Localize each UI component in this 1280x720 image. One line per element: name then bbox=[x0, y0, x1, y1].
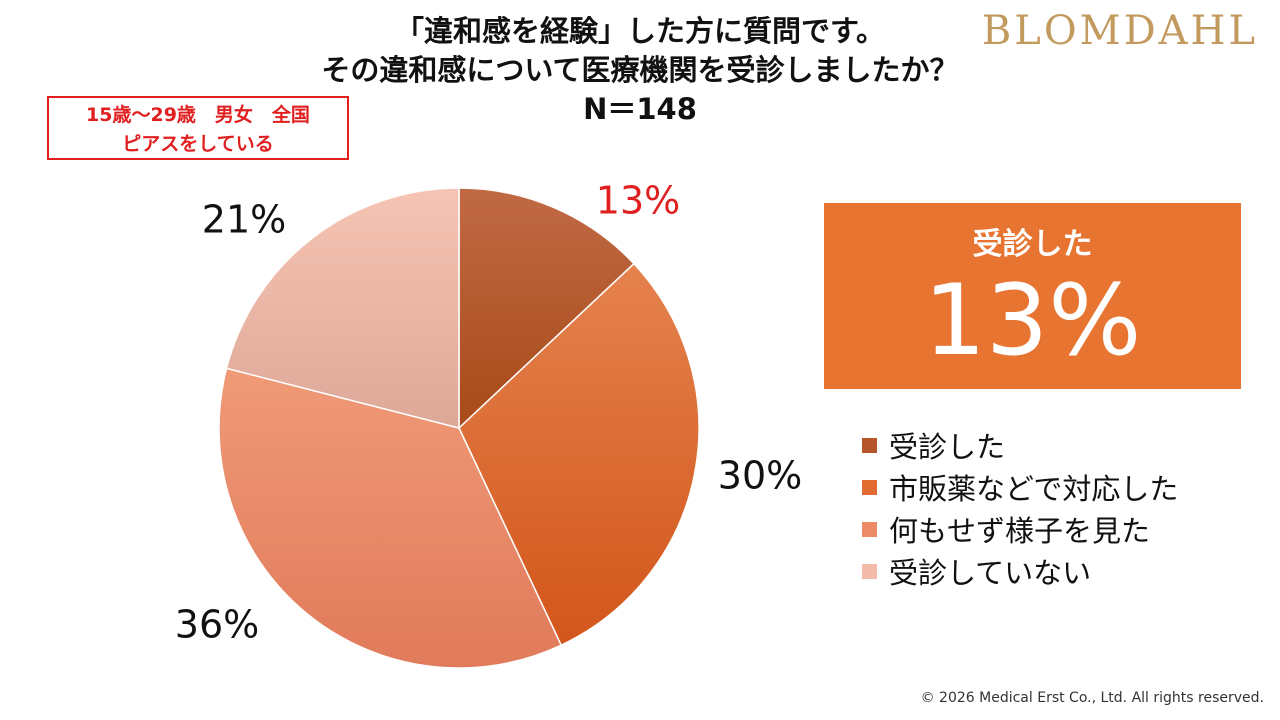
legend: 受診した 市販薬などで対応した 何もせず様子を見た 受診していない bbox=[862, 424, 1178, 592]
legend-item: 何もせず様子を見た bbox=[862, 508, 1178, 550]
pie-slice-label: 13% bbox=[596, 179, 680, 223]
copyright-notice: © 2026 Medical Erst Co., Ltd. All rights… bbox=[920, 690, 1264, 706]
title-line-2: その違和感について医療機関を受診しましたか？ bbox=[321, 53, 959, 87]
target-line-2: ピアスをしている bbox=[122, 133, 274, 155]
legend-swatch bbox=[862, 437, 877, 453]
legend-label: 受診していない bbox=[889, 556, 1092, 590]
pie-labels: 13% 30% 36% 21% bbox=[175, 179, 802, 647]
pie-slice-label: 36% bbox=[175, 603, 259, 647]
pie-slice-label: 21% bbox=[202, 198, 286, 242]
legend-label: 何もせず様子を見た bbox=[889, 514, 1151, 548]
pie-slice bbox=[458, 262, 700, 647]
pie-slice bbox=[458, 187, 636, 430]
legend-item: 受診していない bbox=[862, 550, 1178, 592]
legend-label: 市販薬などで対応した bbox=[889, 472, 1179, 506]
legend-swatch bbox=[862, 563, 877, 579]
brand-logo: BLOMDAHL bbox=[981, 8, 1258, 54]
highlight-caption: 受診した bbox=[972, 227, 1093, 262]
target-audience-box: 15歳～29歳 男女 全国 ピアスをしている bbox=[47, 96, 349, 160]
legend-label: 受診した bbox=[889, 430, 1006, 464]
pie-slice bbox=[225, 187, 460, 429]
pie-slice bbox=[218, 367, 563, 669]
legend-swatch bbox=[862, 521, 877, 537]
title-sample-size: N＝148 bbox=[583, 92, 697, 126]
highlight-value: 13% bbox=[923, 264, 1142, 378]
pie-chart: 13% 30% 36% 21% bbox=[175, 179, 802, 669]
legend-item: 受診した bbox=[862, 424, 1178, 466]
pie-slices bbox=[218, 187, 700, 669]
pie-slice-label: 30% bbox=[718, 454, 802, 498]
highlight-box: 受診した 13% bbox=[824, 203, 1241, 389]
target-line-1: 15歳～29歳 男女 全国 bbox=[86, 104, 310, 126]
chart-title: 「違和感を経験」した方に質問です。 その違和感について医療機関を受診しましたか？… bbox=[200, 12, 1080, 129]
legend-swatch bbox=[862, 479, 877, 495]
legend-item: 市販薬などで対応した bbox=[862, 466, 1178, 508]
title-line-1: 「違和感を経験」した方に質問です。 bbox=[394, 14, 886, 48]
